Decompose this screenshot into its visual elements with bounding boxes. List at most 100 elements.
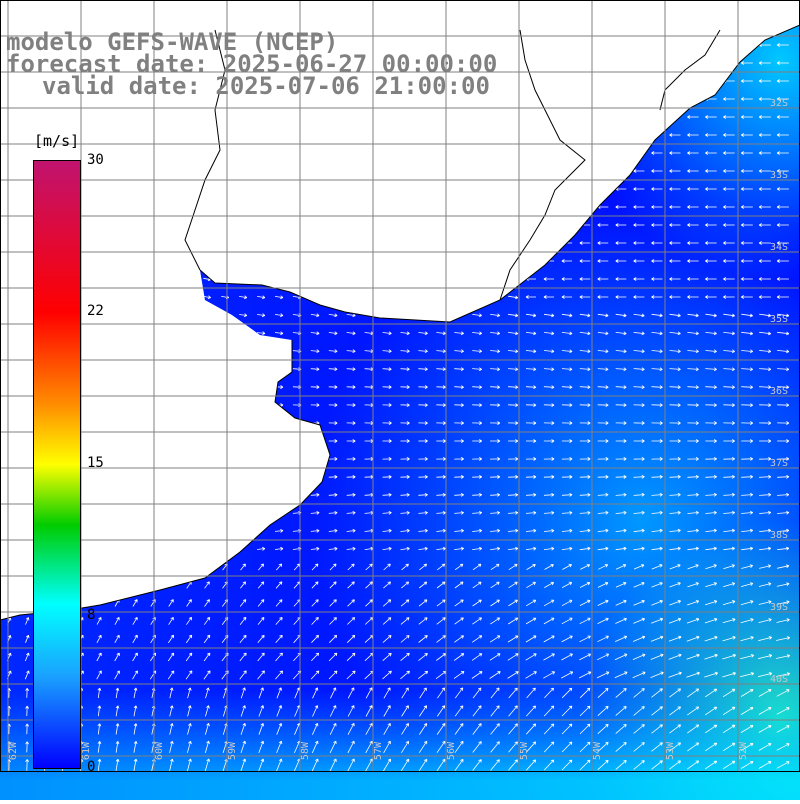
wind-arrow (312, 687, 319, 699)
wind-arrow (561, 439, 573, 443)
wind-arrow (669, 421, 681, 425)
wind-arrow (25, 705, 30, 717)
wind-arrow (418, 528, 428, 533)
wind-arrow (543, 705, 555, 717)
wind-arrow (579, 510, 591, 515)
wind-arrow (526, 741, 537, 753)
wind-arrow (418, 670, 429, 680)
wind-arrow (453, 671, 465, 679)
wind-arrow (597, 313, 609, 318)
wind-arrow (722, 760, 736, 770)
wind-arrow (472, 546, 483, 551)
lat-label: 36S (770, 386, 789, 397)
wind-arrow (759, 528, 772, 533)
wind-arrow (132, 670, 138, 680)
wind-arrow (382, 349, 392, 354)
wind-arrow (561, 635, 573, 643)
wind-arrow (633, 599, 645, 606)
wind-arrow (204, 723, 210, 735)
wind-arrow (776, 761, 790, 769)
wind-arrow (615, 581, 627, 588)
wind-arrow (436, 331, 446, 336)
wind-arrow (741, 277, 753, 281)
wind-arrow (328, 331, 338, 336)
wind-arrow (741, 421, 754, 425)
wind-arrow (633, 331, 645, 336)
wind-arrow (561, 403, 573, 408)
wind-arrow (544, 564, 554, 570)
wind-arrow (777, 421, 790, 425)
wind-arrow (24, 652, 30, 662)
wind-arrow (740, 725, 754, 733)
wind-arrow (274, 385, 284, 389)
wind-arrow (777, 403, 790, 408)
wind-arrow (615, 367, 627, 372)
wind-arrow (687, 403, 699, 408)
wind-arrow (347, 705, 355, 717)
wind-arrow (723, 187, 735, 191)
wind-arrow (274, 331, 284, 336)
wind-arrow (687, 169, 699, 173)
wind-arrow (561, 313, 573, 318)
wind-arrow (25, 634, 30, 643)
wind-arrow (651, 295, 663, 299)
wind-arrow (759, 403, 772, 408)
wind-arrow (168, 599, 174, 607)
wind-arrow (543, 295, 555, 299)
wind-arrow (400, 510, 410, 515)
wind-arrow (561, 671, 574, 679)
wind-arrow (597, 635, 609, 643)
wind-arrow (741, 349, 754, 354)
wind-arrow (776, 97, 789, 101)
wind-arrow (669, 439, 681, 443)
wind-arrow (311, 563, 319, 571)
wind-arrow (454, 349, 464, 354)
wind-arrow (561, 331, 573, 336)
wind-arrow (508, 367, 519, 372)
wind-arrow (597, 581, 609, 588)
wind-arrow (669, 528, 681, 533)
wind-arrow (508, 295, 519, 300)
wind-arrow (346, 313, 356, 318)
wind-arrow (25, 759, 30, 771)
wind-arrow (777, 474, 790, 479)
wind-arrow (436, 705, 446, 717)
wind-arrow (346, 652, 356, 662)
wind-arrow (633, 706, 645, 716)
wind-arrow (257, 634, 265, 644)
wind-arrow (633, 277, 645, 281)
wind-arrow (758, 187, 771, 191)
wind-arrow (436, 563, 446, 571)
wind-arrow (758, 259, 771, 263)
wind-arrow (651, 474, 663, 479)
wind-arrow (741, 205, 753, 209)
wind-arrow (419, 563, 428, 571)
wind-arrow (418, 385, 428, 389)
wind-arrow (651, 617, 664, 624)
wind-arrow (454, 546, 464, 551)
wind-arrow (651, 528, 663, 533)
wind-arrow (705, 528, 717, 533)
wind-arrow (705, 492, 717, 497)
wind-arrow (687, 742, 700, 752)
wind-arrow (418, 457, 428, 461)
wind-arrow (615, 349, 627, 354)
wind-arrow (740, 761, 754, 769)
wind-arrow (365, 722, 373, 735)
wind-arrow (508, 349, 519, 354)
wind-arrow (758, 743, 772, 751)
wind-arrow (669, 760, 681, 770)
wind-arrow (561, 295, 573, 299)
wind-arrow (544, 581, 555, 588)
wind-arrow (633, 313, 645, 318)
wind-arrow (330, 687, 337, 699)
wind-arrow (758, 169, 771, 173)
wind-arrow (329, 617, 337, 625)
wind-arrow (741, 385, 754, 390)
wind-arrow (257, 652, 265, 662)
wind-arrow (310, 367, 320, 372)
wind-arrow (543, 671, 556, 679)
wind-arrow (597, 331, 609, 336)
wind-arrow (723, 169, 735, 173)
wind-arrow (310, 546, 320, 551)
